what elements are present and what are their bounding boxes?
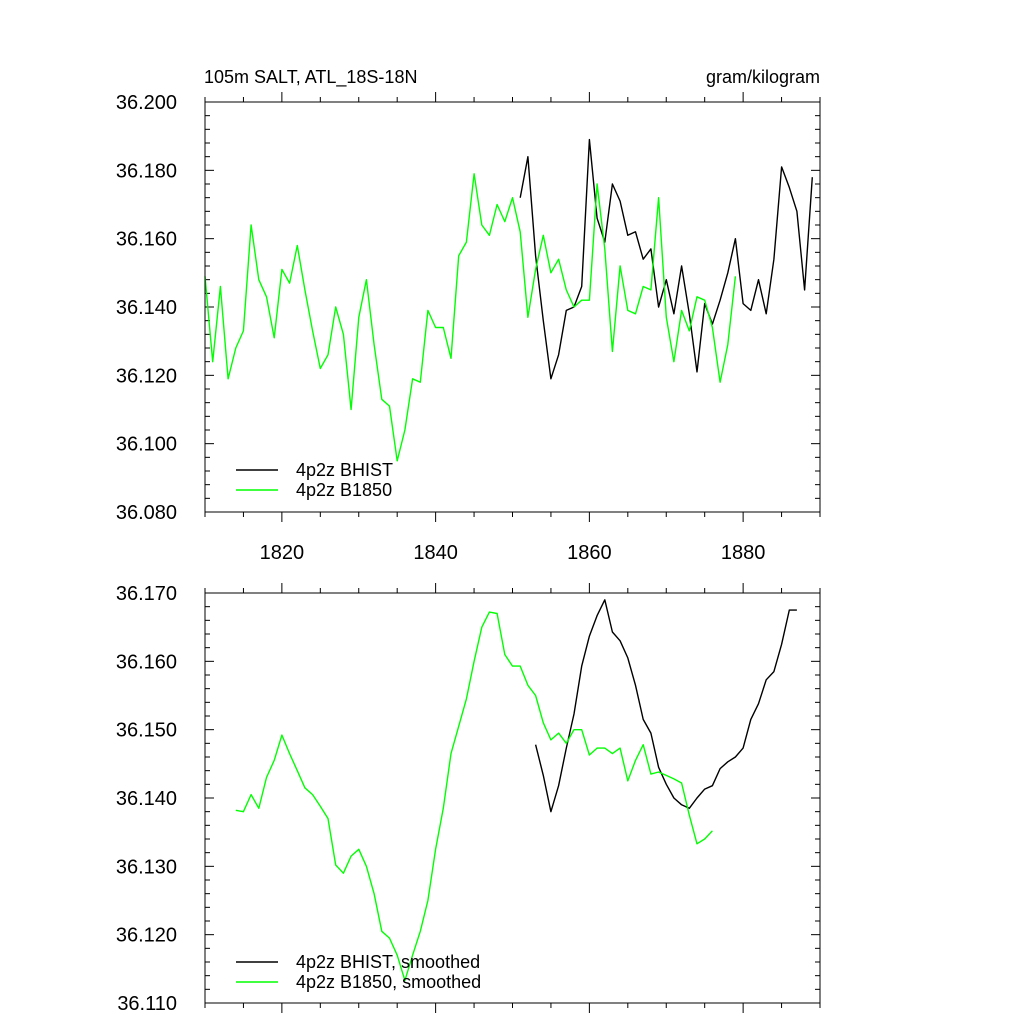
y-tick-label: 36.080 <box>116 502 177 524</box>
legend-label-bhist: 4p2z BHIST, smoothed <box>296 952 480 972</box>
legend-label-bhist: 4p2z BHIST <box>296 460 393 480</box>
bottom-panel-frame <box>204 592 821 1004</box>
series-line-b1850 <box>204 173 737 462</box>
y-tick-label: 36.160 <box>116 651 177 673</box>
y-tick-label: 36.180 <box>116 160 177 182</box>
bottom-panel-smoothed: 36.110 36.120 36.130 36.140 36.150 36.160 36.1… <box>116 583 821 1015</box>
series-line-bhist <box>519 138 813 380</box>
y-tick-label: 36.140 <box>116 788 177 810</box>
top-panel-units: gram/kilogram <box>706 67 820 87</box>
y-tick-label: 36.100 <box>116 434 177 456</box>
legend-label-b1850: 4p2z B1850, smoothed <box>296 972 481 992</box>
x-tick-label: 1860 <box>567 542 612 564</box>
top-panel-title: 105m SALT, ATL_18S-18N <box>204 67 417 88</box>
y-tick-label: 36.110 <box>117 993 177 1015</box>
legend-label-b1850: 4p2z B1850 <box>296 480 392 500</box>
y-tick-label: 36.140 <box>116 297 177 319</box>
top-panel-raw: 105m SALT, ATL_18S-18N gram/kilogram 36.… <box>116 67 821 564</box>
y-tick-label: 36.150 <box>116 720 177 742</box>
y-tick-label: 36.160 <box>116 229 177 251</box>
x-tick-label: 1840 <box>413 542 458 564</box>
y-tick-label: 36.130 <box>116 856 177 878</box>
y-tick-label: 36.120 <box>116 365 177 387</box>
top-panel-frame <box>204 101 821 513</box>
y-tick-label: 36.170 <box>116 583 177 605</box>
x-tick-label: 1880 <box>721 542 766 564</box>
series-line-bhist <box>534 599 797 813</box>
series-line-b1850 <box>235 611 713 982</box>
y-tick-label: 36.200 <box>116 92 177 114</box>
x-tick-label: 1820 <box>260 542 305 564</box>
y-tick-label: 36.120 <box>116 925 177 947</box>
